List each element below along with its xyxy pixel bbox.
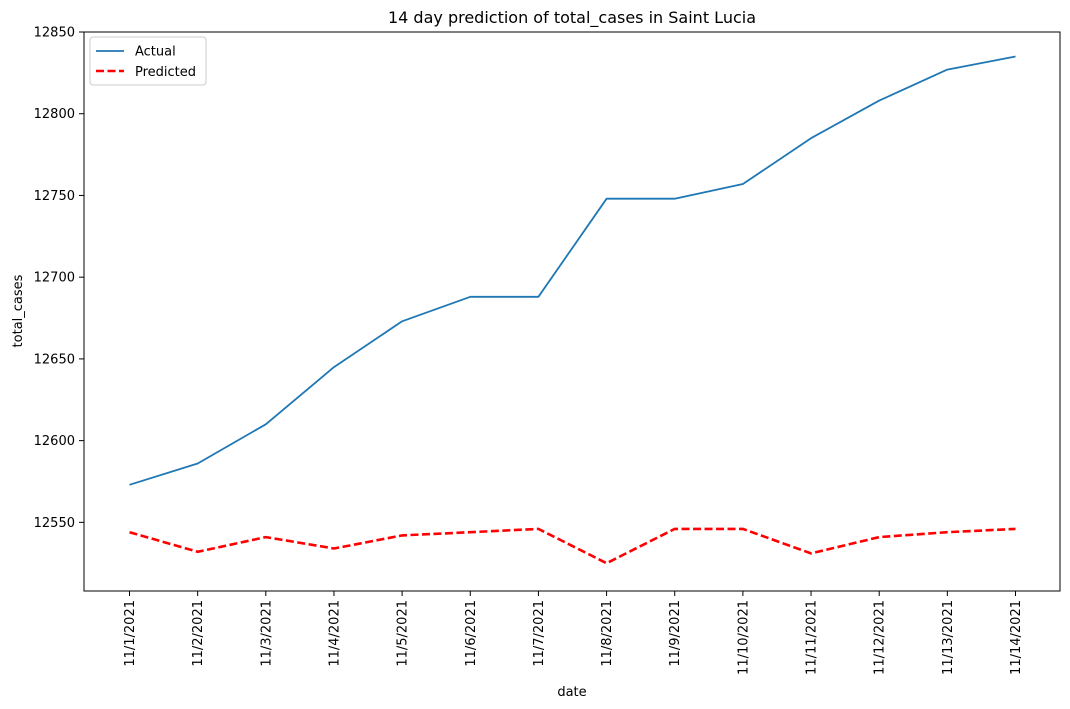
- x-tick-label: 11/8/2021: [600, 600, 615, 667]
- x-tick-label: 11/2/2021: [191, 600, 206, 667]
- x-tick-label: 11/1/2021: [123, 600, 138, 667]
- x-tick-label: 11/11/2021: [805, 600, 820, 675]
- plot-frame: [83, 31, 1061, 592]
- x-tick-label: 11/6/2021: [464, 600, 479, 667]
- x-axis-title: date: [557, 685, 586, 700]
- series-line-actual: [129, 55, 1016, 486]
- x-tick-label: 11/5/2021: [396, 600, 411, 667]
- x-tick-label: 11/7/2021: [532, 600, 547, 667]
- y-tick-label: 12800: [34, 107, 75, 122]
- x-tick-label: 11/14/2021: [1009, 600, 1024, 675]
- y-tick-label: 12600: [34, 434, 75, 449]
- x-tick-label: 11/4/2021: [327, 600, 342, 667]
- y-tick-label: 12750: [34, 189, 75, 204]
- y-tick-label: 12850: [34, 26, 75, 41]
- y-axis-title: total_cases: [11, 274, 26, 347]
- x-tick-label: 11/12/2021: [873, 600, 888, 675]
- x-tick-label: 11/9/2021: [668, 600, 683, 667]
- series-line-predicted: [129, 527, 1016, 565]
- legend-label-actual: Actual: [135, 45, 176, 60]
- x-tick-label: 11/13/2021: [941, 600, 956, 675]
- x-tick-label: 11/10/2021: [736, 600, 751, 675]
- chart-marks: [129, 55, 1016, 565]
- legend: Actual Predicted: [89, 36, 207, 86]
- y-axis: 12550 12600 12650 12700 12750 12800 12850: [34, 26, 84, 531]
- chart-title: 14 day prediction of total_cases in Sain…: [388, 8, 756, 28]
- legend-label-predicted: Predicted: [135, 65, 196, 80]
- y-tick-label: 12650: [34, 352, 75, 367]
- y-tick-label: 12700: [34, 271, 75, 286]
- plot-background: [84, 32, 1060, 591]
- x-axis: 11/1/2021 11/2/2021 11/3/2021 11/4/2021 11/5…: [123, 591, 1024, 675]
- x-tick-label: 11/3/2021: [259, 600, 274, 667]
- legend-box: [89, 36, 207, 86]
- y-tick-label: 12550: [34, 516, 75, 531]
